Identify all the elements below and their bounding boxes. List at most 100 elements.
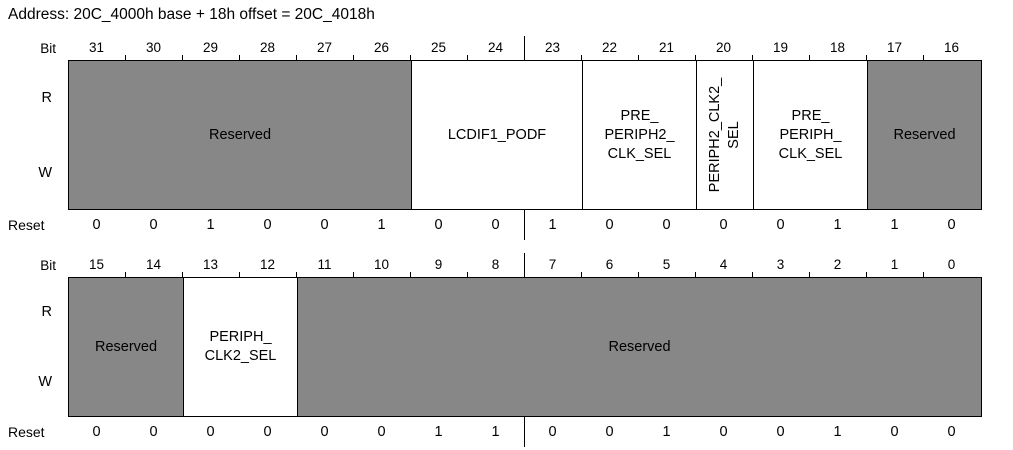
register-diagram-lower-word: Bit 15 14 13 12 11 10 9 8 7 6 5 4 3 2 1 0 R W Reserved P…: [0, 253, 1013, 447]
reset-value-bit-0: 0: [947, 424, 956, 440]
field-label: PERIPH_ CLK2_SEL: [204, 329, 277, 364]
bit-number-23: 23: [523, 36, 582, 60]
reset-value-bit-22: 0: [605, 217, 614, 233]
field-pre-periph-clk-sel: PRE_ PERIPH_ CLK_SEL: [753, 61, 867, 209]
reset-value-bit-4: 0: [719, 424, 728, 440]
bit-row-label: Bit: [40, 257, 56, 273]
bit-number-4: 4: [695, 253, 753, 277]
bit-number-25: 25: [410, 36, 468, 60]
reset-value-bit-28: 0: [263, 217, 272, 233]
reset-value-bit-27: 0: [320, 217, 329, 233]
read-label: R: [41, 304, 52, 320]
bit-number-13: 13: [182, 253, 240, 277]
reset-value-bit-2: 1: [833, 424, 842, 440]
bit-number-10: 10: [353, 253, 411, 277]
reset-value-bit-23: 1: [523, 210, 581, 240]
write-label: W: [38, 374, 52, 390]
field-label: Reserved: [208, 126, 272, 143]
field-lcdif1-podf: LCDIF1_PODF: [411, 61, 582, 209]
field-periph2-clk2-sel: PERIPH2_CLK2_ SEL: [696, 61, 753, 209]
bit-number-28: 28: [239, 36, 297, 60]
bit-number-6: 6: [581, 253, 639, 277]
reset-value-bit-14: 0: [149, 424, 158, 440]
reset-values: 0 0 0 0 0 0 1 1 0 0 1 0 0 1 0 0: [68, 417, 980, 447]
field-reserved: Reserved: [69, 61, 411, 209]
reset-value-bit-20: 0: [719, 217, 728, 233]
reset-value-bit-9: 1: [434, 424, 443, 440]
bit-number-15: 15: [68, 253, 126, 277]
reset-values: 0 0 1 0 0 1 0 0 1 0 0 0 0 1 1 0: [68, 210, 980, 240]
field-box: Reserved PERIPH_ CLK2_SEL Reserved: [68, 277, 982, 417]
reset-value-bit-13: 0: [206, 424, 215, 440]
bit-number-3: 3: [752, 253, 810, 277]
reset-value-row: Reset 0 0 1 0 0 1 0 0 1 0 0 0 0 1 1 0: [0, 210, 1013, 240]
field-label: Reserved: [893, 126, 956, 143]
reset-value-bit-11: 0: [320, 424, 329, 440]
field-label: Reserved: [94, 338, 158, 355]
field-periph-clk2-sel: PERIPH_ CLK2_SEL: [183, 278, 297, 416]
field-label: PERIPH2_CLK2_ SEL: [707, 77, 743, 193]
field-label: LCDIF1_PODF: [447, 126, 547, 143]
reset-value-bit-1: 0: [890, 424, 899, 440]
reset-value-bit-21: 0: [662, 217, 671, 233]
register-address-line: Address: 20C_4000h base + 18h offset = 2…: [8, 6, 375, 23]
bit-number-29: 29: [182, 36, 240, 60]
reset-value-bit-7: 0: [523, 417, 581, 447]
reset-value-bit-30: 0: [149, 217, 158, 233]
reset-value-bit-12: 0: [263, 424, 272, 440]
read-write-gutter: R W: [0, 277, 68, 417]
field-pre-periph2-clk-sel: PRE_ PERIPH2_ CLK_SEL: [582, 61, 696, 209]
reset-value-bit-19: 0: [776, 217, 785, 233]
reset-value-bit-29: 1: [206, 217, 215, 233]
bit-numbers: 15 14 13 12 11 10 9 8 7 6 5 4 3 2 1 0: [68, 253, 980, 277]
bit-number-9: 9: [410, 253, 468, 277]
reset-value-bit-5: 1: [662, 424, 671, 440]
register-diagram-upper-word: Bit 31 30 29 28 27 26 25 24 23 22 21 20 19 18 17 16 R W…: [0, 36, 1013, 240]
field-box-row: R W Reserved LCDIF1_PODF PRE_ PERIPH2_ CLK_S…: [0, 60, 1013, 210]
bit-row-label: Bit: [40, 40, 56, 56]
reset-row-label: Reset: [8, 217, 45, 233]
field-box-row: R W Reserved PERIPH_ CLK2_SEL Reserved: [0, 277, 1013, 417]
bit-number-row: Bit 15 14 13 12 11 10 9 8 7 6 5 4 3 2 1 0: [0, 253, 1013, 277]
bit-number-22: 22: [581, 36, 639, 60]
bit-number-30: 30: [125, 36, 183, 60]
bit-number-7: 7: [523, 253, 582, 277]
reset-value-bit-10: 0: [377, 424, 386, 440]
field-label: PRE_ PERIPH2_ CLK_SEL: [604, 107, 675, 162]
reset-row-label: Reset: [8, 424, 45, 440]
reset-value-row: Reset 0 0 0 0 0 0 1 1 0 0 1 0 0 1 0 0: [0, 417, 1013, 447]
bit-number-18: 18: [809, 36, 867, 60]
reset-value-bit-31: 0: [92, 217, 101, 233]
reset-value-bit-8: 1: [491, 424, 500, 440]
bit-number-26: 26: [353, 36, 411, 60]
field-label: PRE_ PERIPH_ CLK_SEL: [778, 107, 843, 162]
reset-value-bit-15: 0: [92, 424, 101, 440]
bit-number-16: 16: [943, 39, 960, 55]
field-label: Reserved: [608, 338, 671, 355]
bit-number-11: 11: [296, 253, 354, 277]
bit-number-19: 19: [752, 36, 810, 60]
reset-value-bit-16: 0: [947, 217, 956, 233]
reset-value-bit-6: 0: [605, 424, 614, 440]
bit-number-14: 14: [125, 253, 183, 277]
bit-number-21: 21: [638, 36, 696, 60]
bit-numbers: 31 30 29 28 27 26 25 24 23 22 21 20 19 18 17 16: [68, 36, 980, 60]
reset-value-bit-24: 0: [491, 217, 500, 233]
reset-value-bit-3: 0: [776, 424, 785, 440]
reset-value-bit-25: 0: [434, 217, 443, 233]
bit-number-5: 5: [638, 253, 696, 277]
bit-number-2: 2: [809, 253, 867, 277]
field-reserved: Reserved: [69, 278, 183, 416]
read-label: R: [41, 89, 52, 106]
reset-value-bit-18: 1: [833, 217, 842, 233]
bit-number-31: 31: [68, 36, 126, 60]
write-label: W: [38, 164, 52, 181]
field-reserved: Reserved: [297, 278, 981, 416]
field-box: Reserved LCDIF1_PODF PRE_ PERIPH2_ CLK_SEL PE…: [68, 60, 982, 210]
bit-number-27: 27: [296, 36, 354, 60]
bit-number-0: 0: [947, 256, 956, 272]
bit-number-8: 8: [467, 253, 525, 277]
bit-number-12: 12: [239, 253, 297, 277]
reset-value-bit-26: 1: [377, 217, 386, 233]
